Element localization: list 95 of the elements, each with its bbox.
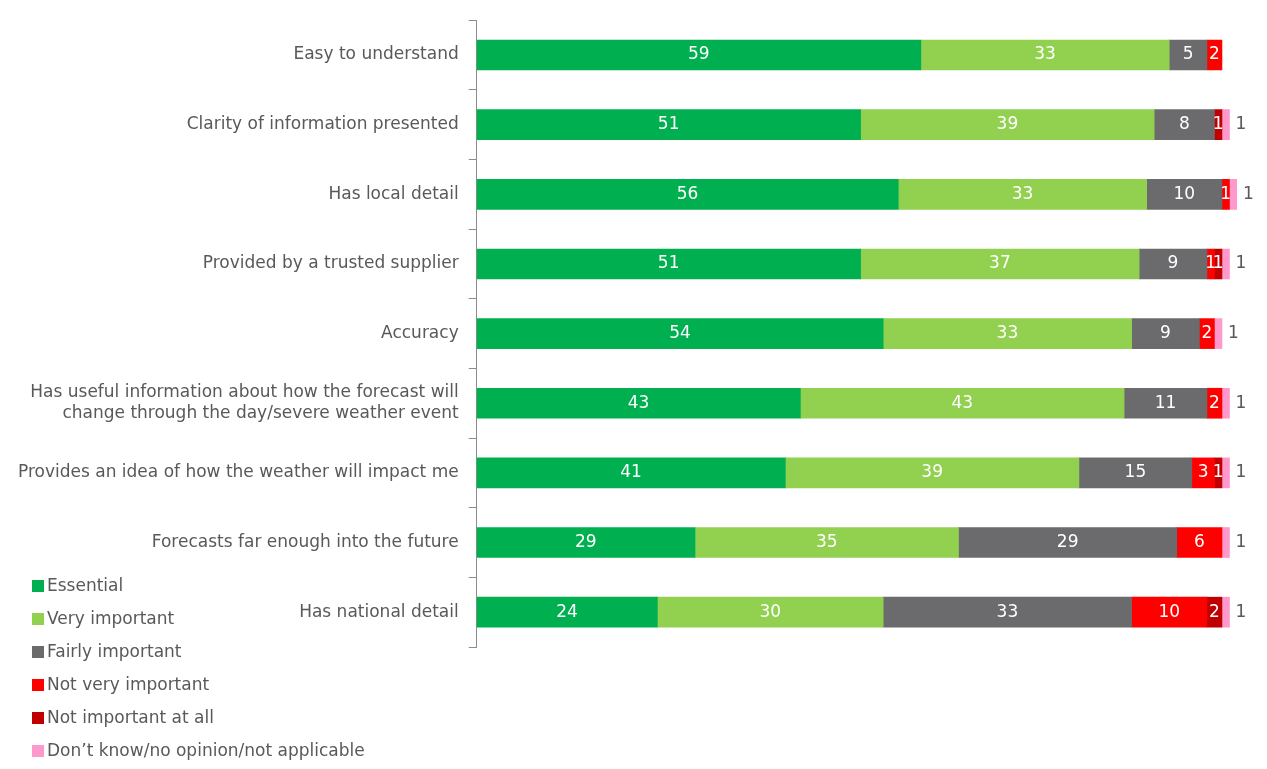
data-label: 2 bbox=[1209, 43, 1220, 64]
bar bbox=[1131, 596, 1208, 628]
bar bbox=[476, 178, 899, 210]
bar bbox=[882, 596, 1132, 628]
data-label: 35 bbox=[815, 530, 838, 551]
data-label: 1 bbox=[1220, 182, 1232, 203]
bar bbox=[785, 457, 1080, 489]
data-label: 1 bbox=[1235, 600, 1247, 621]
data-label: 1 bbox=[1235, 252, 1247, 273]
data-label: 33 bbox=[1011, 182, 1034, 203]
bar bbox=[1221, 248, 1230, 280]
data-label: 51 bbox=[657, 252, 680, 273]
data-label: 39 bbox=[921, 461, 943, 482]
data-label: 9 bbox=[1160, 322, 1171, 343]
data-label: 54 bbox=[669, 322, 691, 343]
data-label: 1 bbox=[1235, 530, 1247, 551]
bar bbox=[920, 39, 1170, 71]
legend-label: Not important at all bbox=[47, 706, 214, 729]
data-label: 33 bbox=[1034, 43, 1056, 64]
data-label: 5 bbox=[1182, 43, 1194, 64]
data-label: 3 bbox=[1197, 461, 1209, 482]
y-tick-label: Clarity of information presented bbox=[186, 113, 459, 134]
data-label: 10 bbox=[1158, 600, 1181, 621]
data-label: 51 bbox=[657, 113, 680, 134]
bar bbox=[1221, 109, 1230, 140]
data-label: 11 bbox=[1154, 391, 1177, 412]
bar bbox=[800, 387, 1125, 419]
bar bbox=[1123, 387, 1208, 419]
data-label: 39 bbox=[996, 113, 1019, 134]
data-label: 24 bbox=[556, 600, 578, 621]
bar bbox=[1229, 178, 1237, 210]
legend-label: Not very important bbox=[47, 673, 210, 696]
data-label: 15 bbox=[1124, 461, 1147, 482]
data-label: 2 bbox=[1209, 391, 1220, 412]
bar bbox=[694, 527, 959, 558]
bar bbox=[1221, 596, 1230, 628]
y-tick-label: Easy to understand bbox=[293, 43, 459, 64]
bar bbox=[657, 596, 884, 628]
bar bbox=[1176, 527, 1223, 558]
bar bbox=[1221, 457, 1230, 489]
legend-label: Fairly important bbox=[47, 640, 182, 663]
data-label: 9 bbox=[1167, 252, 1179, 273]
data-label: 56 bbox=[676, 182, 699, 203]
data-label: 37 bbox=[989, 252, 1011, 273]
data-label: 8 bbox=[1178, 113, 1190, 134]
data-label: 1 bbox=[1227, 322, 1239, 343]
y-tick-label: Has useful information about how the forecast will change through the day/severe weather event bbox=[30, 381, 460, 422]
bar bbox=[476, 387, 801, 419]
bar bbox=[1146, 178, 1223, 210]
y-tick-label: Provided by a trusted supplier bbox=[202, 252, 459, 273]
bar bbox=[476, 457, 786, 489]
data-label: 1 bbox=[1235, 113, 1247, 134]
data-label: 10 bbox=[1173, 182, 1196, 203]
bar bbox=[1078, 457, 1193, 489]
data-label: 1 bbox=[1235, 391, 1247, 412]
bar bbox=[860, 248, 1140, 280]
y-tick-label: Has local detail bbox=[328, 182, 459, 203]
data-label: 59 bbox=[687, 43, 710, 64]
bar bbox=[1131, 318, 1200, 349]
data-label: 29 bbox=[1056, 530, 1079, 551]
bar bbox=[476, 318, 884, 349]
y-tick-label: Has national detail bbox=[299, 600, 459, 621]
legend-label: Essential bbox=[47, 574, 124, 597]
data-label: 43 bbox=[951, 391, 974, 412]
legend-label: Don’t know/no opinion/not applicable bbox=[47, 739, 365, 762]
bar bbox=[897, 178, 1147, 210]
bar bbox=[476, 527, 696, 558]
legend-label: Very important bbox=[47, 607, 175, 630]
y-tick-label: Accuracy bbox=[381, 322, 459, 343]
data-label: 2 bbox=[1201, 322, 1213, 343]
data-label: 1 bbox=[1212, 461, 1224, 482]
bar bbox=[476, 109, 861, 140]
data-label: 41 bbox=[620, 461, 642, 482]
bar bbox=[958, 527, 1178, 558]
bar bbox=[476, 39, 922, 71]
data-label: 2 bbox=[1209, 600, 1220, 621]
bar bbox=[1221, 387, 1230, 419]
bar bbox=[476, 596, 658, 628]
data-label: 30 bbox=[759, 600, 782, 621]
data-label: 33 bbox=[996, 322, 1019, 343]
bar bbox=[1153, 109, 1215, 140]
bar bbox=[882, 318, 1132, 349]
data-label: 43 bbox=[627, 391, 650, 412]
bar bbox=[1138, 248, 1208, 280]
data-label: 1 bbox=[1212, 113, 1224, 134]
y-tick-label: Forecasts far enough into the future bbox=[151, 530, 459, 551]
data-label: 1 bbox=[1243, 182, 1254, 203]
data-label: 29 bbox=[575, 530, 597, 551]
data-label: 1 bbox=[1235, 461, 1247, 482]
data-label: 33 bbox=[996, 600, 1019, 621]
bar bbox=[476, 248, 861, 280]
data-label: 6 bbox=[1193, 530, 1205, 551]
bar bbox=[1221, 527, 1230, 558]
y-tick-label: Provides an idea of how the weather will impact me bbox=[17, 461, 459, 482]
bar bbox=[860, 109, 1155, 140]
